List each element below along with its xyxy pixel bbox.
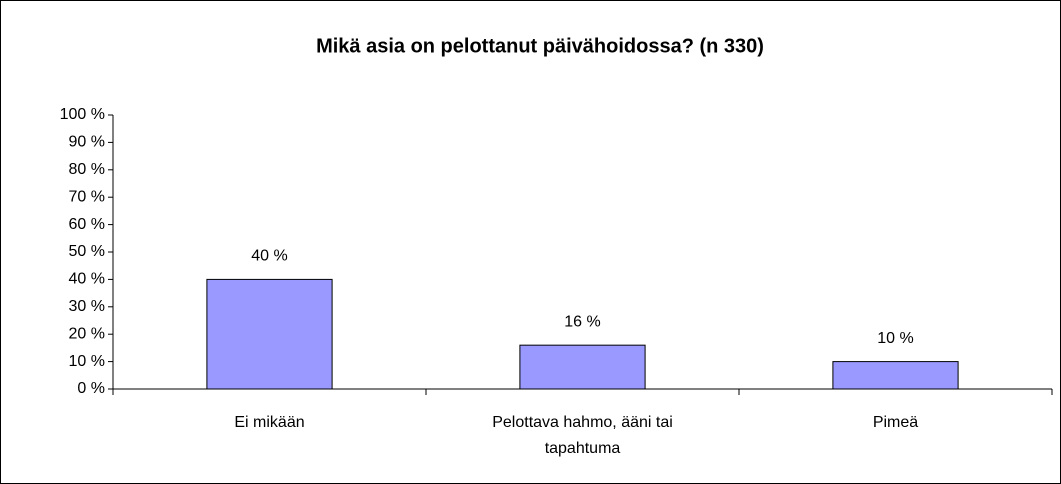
bar	[832, 361, 959, 390]
data-label: 10 %	[877, 330, 913, 347]
y-tick-label: 20 %	[69, 325, 105, 342]
y-tick-label: 10 %	[69, 353, 105, 370]
x-tick-label: Ei mikään	[234, 414, 305, 431]
bar	[519, 344, 646, 390]
y-tick-label: 30 %	[69, 298, 105, 315]
data-label: 16 %	[564, 313, 600, 330]
y-tick-label: 100 %	[60, 106, 105, 123]
y-tick-label: 70 %	[69, 188, 105, 205]
y-tick-label: 50 %	[69, 243, 105, 260]
data-label: 40 %	[251, 248, 287, 265]
chart-title: Mikä asia on pelottanut päivähoidossa? (…	[316, 35, 764, 57]
x-tick-label: Pimeä	[872, 414, 919, 431]
bar	[206, 278, 333, 390]
y-tick-label: 80 %	[69, 161, 105, 178]
y-tick-label: 40 %	[69, 271, 105, 288]
y-tick-label: 90 %	[69, 134, 105, 151]
x-tick-label: Pelottava hahmo, ääni tai tapahtuma	[492, 414, 673, 457]
y-tick-label: 0 %	[77, 380, 105, 397]
y-tick-label: 60 %	[69, 216, 105, 233]
